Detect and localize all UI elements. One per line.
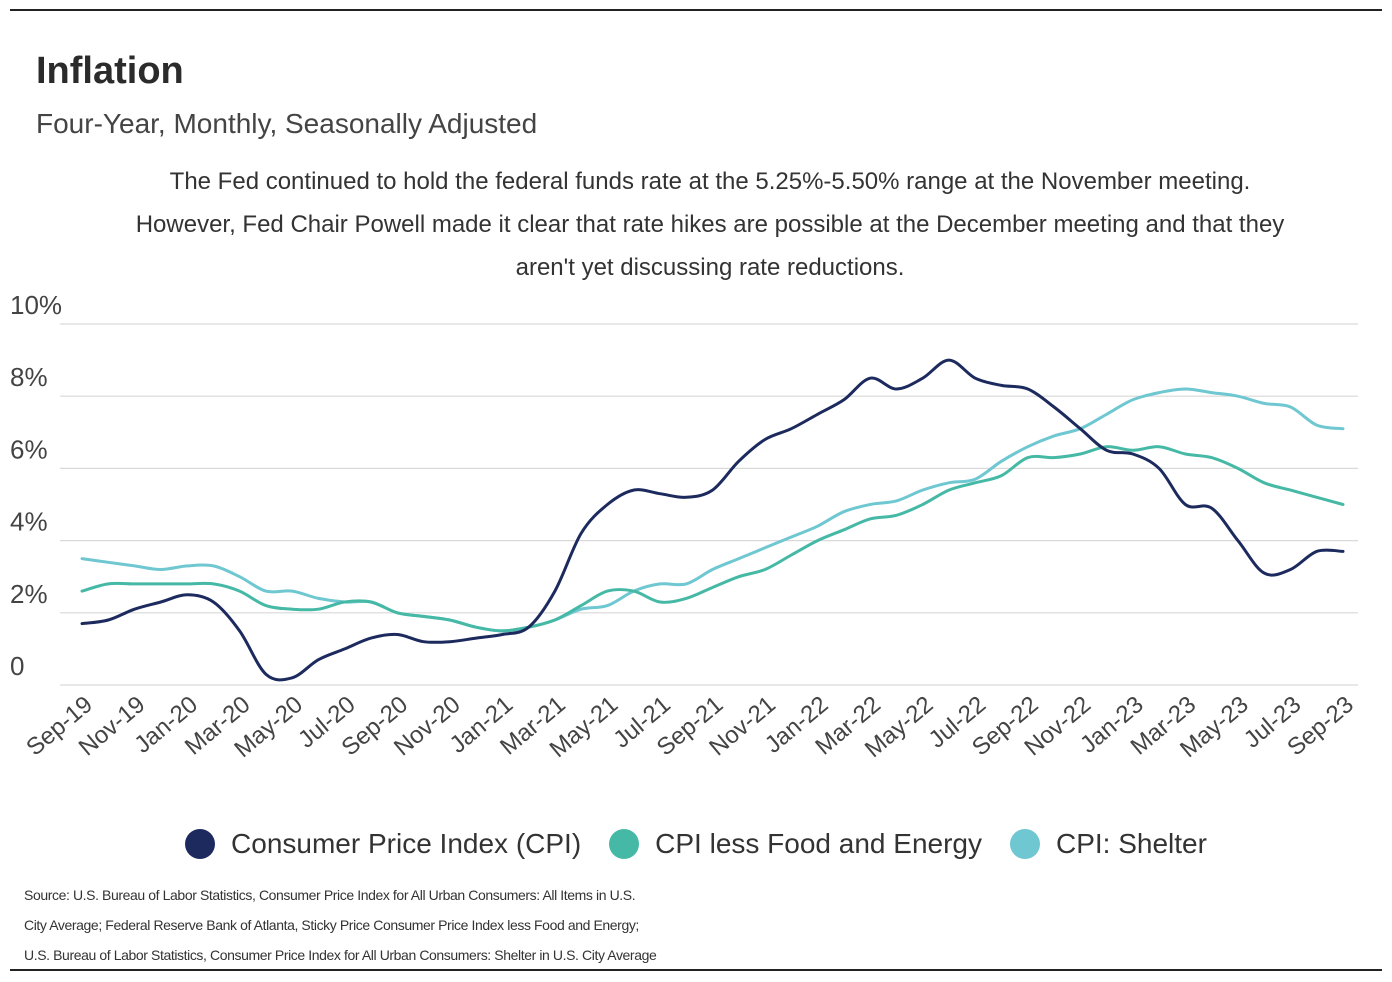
source-line: Source: U.S. Bureau of Labor Statistics,… [24, 887, 636, 903]
chart-legend: Consumer Price Index (CPI) CPI less Food … [0, 822, 1392, 866]
legend-swatch [185, 829, 216, 859]
y-tick-label: 10% [10, 290, 62, 320]
y-axis-ticks: 0 2% 4% 6% 8% 10% [10, 290, 62, 681]
legend-item: CPI less Food and Energy [609, 828, 982, 860]
legend-label: Consumer Price Index (CPI) [231, 828, 582, 859]
legend-label: CPI less Food and Energy [655, 828, 982, 859]
legend-item: CPI: Shelter [1010, 828, 1207, 860]
y-tick-label: 0 [10, 651, 24, 681]
legend-swatch [1010, 829, 1040, 859]
y-tick-label: 8% [10, 362, 48, 392]
x-axis-ticks: Sep-19Nov-19Jan-20Mar-20May-20Jul-20Sep-… [21, 691, 1359, 763]
chart-title: Inflation [36, 50, 184, 92]
legend-label: CPI: Shelter [1056, 828, 1207, 859]
series-line-cpi-shelter [80, 387, 1345, 633]
chart-description: The Fed continued to hold the federal fu… [135, 168, 1285, 281]
series-line-cpi-less-food-and-energy [80, 445, 1345, 633]
inflation-line-chart: 0 2% 4% 6% 8% 10% Sep-19Nov-19Jan-20Mar-20May… [10, 290, 1359, 763]
grid-lines [60, 323, 1358, 686]
source-note: Source: U.S. Bureau of Labor Statistics,… [24, 880, 657, 970]
y-tick-label: 4% [10, 507, 48, 537]
chart-subtitle: Four-Year, Monthly, Seasonally Adjusted [36, 108, 538, 139]
legend-item: Consumer Price Index (CPI) [185, 828, 581, 860]
series-line-consumer-price-index-cpi [80, 358, 1345, 682]
source-line: City Average; Federal Reserve Bank of At… [24, 917, 639, 933]
y-tick-label: 6% [10, 434, 48, 464]
legend-swatch [609, 829, 640, 859]
series-lines [80, 358, 1345, 682]
top-rule [10, 9, 1382, 11]
bottom-rule [10, 969, 1382, 971]
source-line: U.S. Bureau of Labor Statistics, Consume… [24, 947, 657, 963]
y-tick-label: 2% [10, 579, 48, 609]
